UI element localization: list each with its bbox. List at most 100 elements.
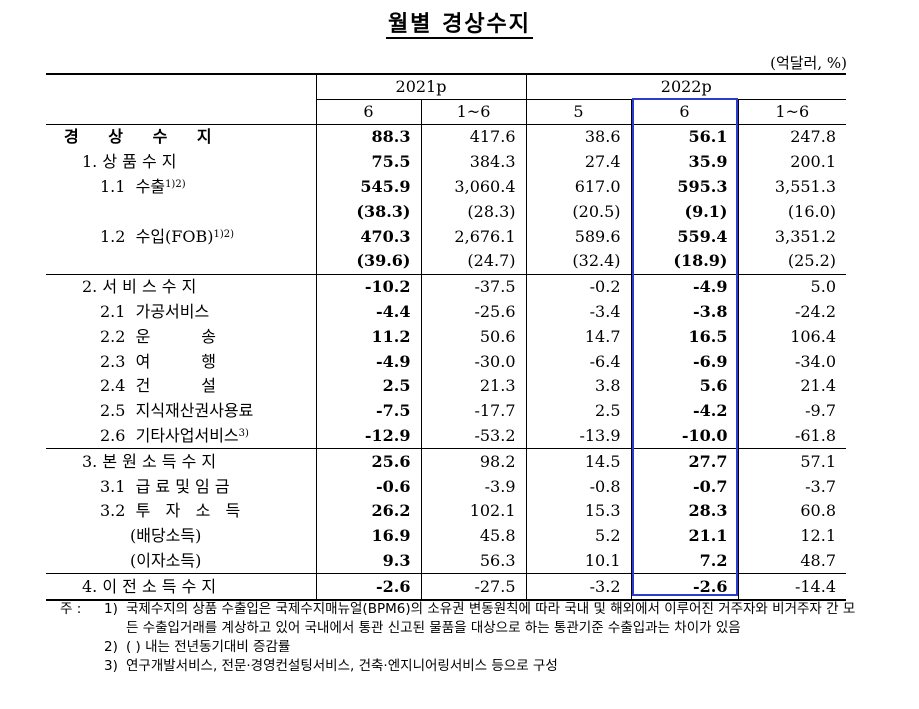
table-row: 3. 본 원 소 득 수 지 25.6 98.2 14.5 27.7 57.1 xyxy=(46,448,846,475)
table-row: 1.1 수출1)2) 545.9 3,060.4 617.0 595.3 3,551.3 xyxy=(46,174,846,200)
table-cell: 75.5 xyxy=(315,149,421,175)
header-col: 5 xyxy=(525,99,631,125)
table-cell: 27.4 xyxy=(525,149,631,175)
table-cell: -7.5 xyxy=(315,398,421,424)
table-cell: -17.7 xyxy=(420,398,526,424)
footnote-number: 1) xyxy=(104,601,118,617)
row-label-text: 1. 상 품 수 지 xyxy=(82,152,177,172)
table-cell: (32.4) xyxy=(525,248,631,275)
row-label: 1.1 수출1)2) xyxy=(46,175,316,200)
footnote-1: 주 : 1) 국제수지의 상품 수출입은 국제수지매뉴얼(BPM6)의 소유권 … xyxy=(60,600,860,638)
table-cell: (25.2) xyxy=(737,248,846,275)
footnote-number: 2) xyxy=(104,639,118,655)
table-cell: -2.6 xyxy=(630,573,738,602)
row-label: (배당소득) xyxy=(46,524,316,549)
table-row: 1.2 수입(FOB)1)2) 470.3 2,676.1 589.6 559.4 3,3… xyxy=(46,224,846,249)
table-cell: 50.6 xyxy=(420,324,526,350)
footnote-lead: 주 : xyxy=(60,601,82,617)
row-label: 2.2 운 송 xyxy=(46,324,316,349)
row-label-text: 3.1 급 료 및 임 금 xyxy=(100,476,230,496)
title-text: 월별 경상수지 xyxy=(385,11,534,39)
row-label: 2.4 건 설 xyxy=(46,374,316,399)
table-cell: -24.2 xyxy=(737,299,846,325)
table-cell: 2,676.1 xyxy=(420,224,526,249)
row-label: 2. 서 비 스 수 지 xyxy=(46,273,316,300)
table-cell: -3.7 xyxy=(737,474,846,499)
table-row: 1. 상 품 수 지 75.5 384.3 27.4 35.9 200.1 xyxy=(46,149,846,175)
table-cell: -4.2 xyxy=(630,398,738,424)
table-row: 2.6 기타사업서비스3) -12.9 -53.2 -13.9 -10.0 -61.8 xyxy=(46,423,846,449)
row-label-text: 2. 서 비 스 수 지 xyxy=(82,277,197,297)
table-cell: 38.6 xyxy=(525,124,631,150)
table-cell: -9.7 xyxy=(737,398,846,424)
table-cell: 247.8 xyxy=(737,124,846,150)
row-label: 4. 이 전 소 득 수 지 xyxy=(46,573,316,602)
row-label: 2.6 기타사업서비스3) xyxy=(46,424,316,449)
table-cell: -0.2 xyxy=(525,273,631,300)
table-row: (39.6) (24.7) (32.4) (18.9) (25.2) xyxy=(46,248,846,275)
table-cell: 56.1 xyxy=(630,124,738,150)
table-cell: 595.3 xyxy=(630,174,738,200)
table-cell: 9.3 xyxy=(315,548,421,574)
unit-label: (억달러, %) xyxy=(770,54,847,72)
header-col: 6 xyxy=(630,99,738,125)
table-cell: -4.9 xyxy=(630,273,738,300)
table-row: 2.4 건 설 2.5 21.3 3.8 5.6 21.4 xyxy=(46,373,846,399)
table-cell: 26.2 xyxy=(315,498,421,524)
row-label: 3.2 투 자 소 득 xyxy=(46,499,316,524)
table-cell: (39.6) xyxy=(315,248,421,275)
table-cell: 106.4 xyxy=(737,324,846,350)
row-label: 2.5 지식재산권사용료 xyxy=(46,399,316,424)
page-title: 월별 경상수지 xyxy=(0,6,919,39)
table-cell: 417.6 xyxy=(420,124,526,150)
header-year-2021: 2021p xyxy=(315,73,526,100)
table-cell: 200.1 xyxy=(737,149,846,175)
table-cell: 28.3 xyxy=(630,498,738,524)
row-label-text: (이자소득) xyxy=(130,550,202,570)
table-row: 2.5 지식재산권사용료 -7.5 -17.7 2.5 -4.2 -9.7 xyxy=(46,398,846,424)
table-row: 2.1 가공서비스 -4.4 -25.6 -3.4 -3.8 -24.2 xyxy=(46,299,846,325)
row-label-text: 2.3 여 행 xyxy=(100,351,216,371)
footnote-marker: 1)2) xyxy=(213,228,235,240)
table-cell: 56.3 xyxy=(420,548,526,574)
footnote-marker: 1)2) xyxy=(165,178,186,190)
row-label-text: 2.6 기타사업서비스 xyxy=(100,425,239,445)
table-cell: 384.3 xyxy=(420,149,526,175)
table-cell: 21.1 xyxy=(630,523,738,549)
table-cell: (20.5) xyxy=(525,199,631,225)
table-cell: 3,551.3 xyxy=(737,174,846,200)
table-cell: -14.4 xyxy=(737,573,846,602)
table-row: (38.3) (28.3) (20.5) (9.1) (16.0) xyxy=(46,199,846,225)
table-cell: 3,060.4 xyxy=(420,174,526,200)
table-cell: 5.0 xyxy=(737,273,846,300)
table-cell: 57.1 xyxy=(737,448,846,475)
row-label-text: (배당소득) xyxy=(130,526,202,546)
table-row: 3.2 투 자 소 득 26.2 102.1 15.3 28.3 60.8 xyxy=(46,498,846,524)
table-cell: (28.3) xyxy=(420,199,526,225)
table-cell: -10.0 xyxy=(630,423,738,449)
table-row: 2.2 운 송 11.2 50.6 14.7 16.5 106.4 xyxy=(46,324,846,350)
row-label-text: 2.2 운 송 xyxy=(100,326,216,346)
row-label: 1. 상 품 수 지 xyxy=(46,150,316,175)
table-cell: 589.6 xyxy=(525,224,631,249)
table-cell: 16.5 xyxy=(630,324,738,350)
footnotes: 주 : 1) 국제수지의 상품 수출입은 국제수지매뉴얼(BPM6)의 소유권 … xyxy=(60,600,860,676)
table-cell: -27.5 xyxy=(420,573,526,602)
header-col: 1~6 xyxy=(420,99,526,125)
table-cell: -3.2 xyxy=(525,573,631,602)
table-cell: (16.0) xyxy=(737,199,846,225)
row-label xyxy=(46,199,316,224)
table-cell: 2.5 xyxy=(315,373,421,399)
table-cell: -30.0 xyxy=(420,349,526,374)
table-cell: 3,351.2 xyxy=(737,224,846,249)
row-label: 3. 본 원 소 득 수 지 xyxy=(46,448,316,475)
row-label: 3.1 급 료 및 임 금 xyxy=(46,474,316,499)
table-cell: -13.9 xyxy=(525,423,631,449)
footnote-marker: 3) xyxy=(238,427,249,439)
table-cell: 559.4 xyxy=(630,224,738,249)
row-label-text: 경 상 수 지 xyxy=(64,127,224,147)
table-cell: 617.0 xyxy=(525,174,631,200)
table-cell: 60.8 xyxy=(737,498,846,524)
table-cell: -4.4 xyxy=(315,299,421,325)
row-label-text: 1.1 수출 xyxy=(100,176,166,196)
